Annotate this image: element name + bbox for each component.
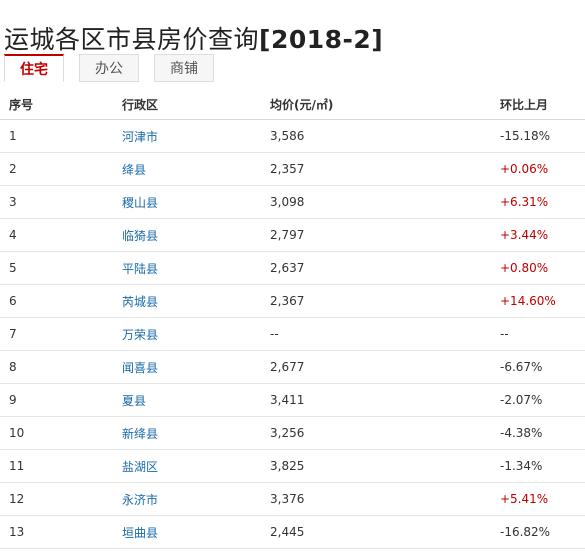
row-price: 2,445 [270, 515, 500, 549]
row-index: 9 [0, 383, 122, 417]
row-price: -- [270, 317, 500, 351]
page-title-period: [2018-2] [259, 24, 384, 54]
row-change: +5.41% [500, 482, 585, 516]
header-change: 环比上月 [500, 89, 585, 120]
row-change: +0.06% [500, 152, 585, 186]
row-index: 4 [0, 218, 122, 252]
row-price: 3,376 [270, 482, 500, 516]
row-change: +3.44% [500, 218, 585, 252]
row-change: -15.18% [500, 119, 585, 153]
district-link[interactable]: 闻喜县 [122, 350, 270, 384]
table-row: 13 垣曲县 2,445 -16.82% [0, 515, 585, 549]
district-link[interactable]: 绛县 [122, 152, 270, 186]
row-index: 5 [0, 251, 122, 285]
row-price: 3,411 [270, 383, 500, 417]
row-price: 3,098 [270, 185, 500, 219]
row-price: 3,586 [270, 119, 500, 153]
table-header-row: 序号 行政区 均价(元/㎡) 环比上月 [0, 89, 585, 120]
district-link[interactable]: 新绛县 [122, 416, 270, 450]
row-price: 2,637 [270, 251, 500, 285]
table-row: 3 稷山县 3,098 +6.31% [0, 185, 585, 219]
table-row: 6 芮城县 2,367 +14.60% [0, 284, 585, 318]
row-index: 3 [0, 185, 122, 219]
price-table: 序号 行政区 均价(元/㎡) 环比上月 1 河津市 3,586 -15.18% … [0, 89, 585, 549]
table-row: 5 平陆县 2,637 +0.80% [0, 251, 585, 285]
row-change: -2.07% [500, 383, 585, 417]
row-change: -- [500, 317, 585, 351]
tab-office[interactable]: 办公 [79, 54, 139, 82]
row-change: -4.38% [500, 416, 585, 450]
district-link[interactable]: 永济市 [122, 482, 270, 516]
district-link[interactable]: 芮城县 [122, 284, 270, 318]
row-price: 3,825 [270, 449, 500, 483]
table-row: 9 夏县 3,411 -2.07% [0, 383, 585, 417]
row-index: 12 [0, 482, 122, 516]
row-index: 7 [0, 317, 122, 351]
table-body: 1 河津市 3,586 -15.18% 2 绛县 2,357 +0.06% 3 … [0, 119, 585, 549]
row-price: 2,357 [270, 152, 500, 186]
row-price: 2,797 [270, 218, 500, 252]
district-link[interactable]: 河津市 [122, 119, 270, 153]
row-price: 3,256 [270, 416, 500, 450]
district-link[interactable]: 夏县 [122, 383, 270, 417]
row-index: 13 [0, 515, 122, 549]
row-price: 2,367 [270, 284, 500, 318]
row-index: 6 [0, 284, 122, 318]
row-change: +0.80% [500, 251, 585, 285]
district-link[interactable]: 盐湖区 [122, 449, 270, 483]
row-index: 2 [0, 152, 122, 186]
page-title: 运城各区市县房价查询[2018-2] [4, 23, 383, 57]
row-price: 2,677 [270, 350, 500, 384]
row-index: 8 [0, 350, 122, 384]
district-link[interactable]: 万荣县 [122, 317, 270, 351]
table-row: 7 万荣县 -- -- [0, 317, 585, 351]
row-index: 10 [0, 416, 122, 450]
table-row: 12 永济市 3,376 +5.41% [0, 482, 585, 516]
table-row: 1 河津市 3,586 -15.18% [0, 119, 585, 153]
row-index: 1 [0, 119, 122, 153]
table-row: 10 新绛县 3,256 -4.38% [0, 416, 585, 450]
table-row: 11 盐湖区 3,825 -1.34% [0, 449, 585, 483]
table-row: 8 闻喜县 2,677 -6.67% [0, 350, 585, 384]
tab-shop[interactable]: 商铺 [154, 54, 214, 82]
table-row: 4 临猗县 2,797 +3.44% [0, 218, 585, 252]
property-type-tabs: 住宅 办公 商铺 [4, 54, 585, 84]
district-link[interactable]: 稷山县 [122, 185, 270, 219]
table-row: 2 绛县 2,357 +0.06% [0, 152, 585, 186]
page-title-text: 运城各区市县房价查询 [4, 24, 260, 54]
row-index: 11 [0, 449, 122, 483]
header-district: 行政区 [122, 89, 270, 120]
tab-residential[interactable]: 住宅 [4, 54, 64, 82]
district-link[interactable]: 临猗县 [122, 218, 270, 252]
row-change: +14.60% [500, 284, 585, 318]
row-change: -1.34% [500, 449, 585, 483]
header-index: 序号 [0, 89, 122, 120]
row-change: -16.82% [500, 515, 585, 549]
header-price: 均价(元/㎡) [270, 89, 500, 120]
row-change: +6.31% [500, 185, 585, 219]
district-link[interactable]: 平陆县 [122, 251, 270, 285]
row-change: -6.67% [500, 350, 585, 384]
district-link[interactable]: 垣曲县 [122, 515, 270, 549]
